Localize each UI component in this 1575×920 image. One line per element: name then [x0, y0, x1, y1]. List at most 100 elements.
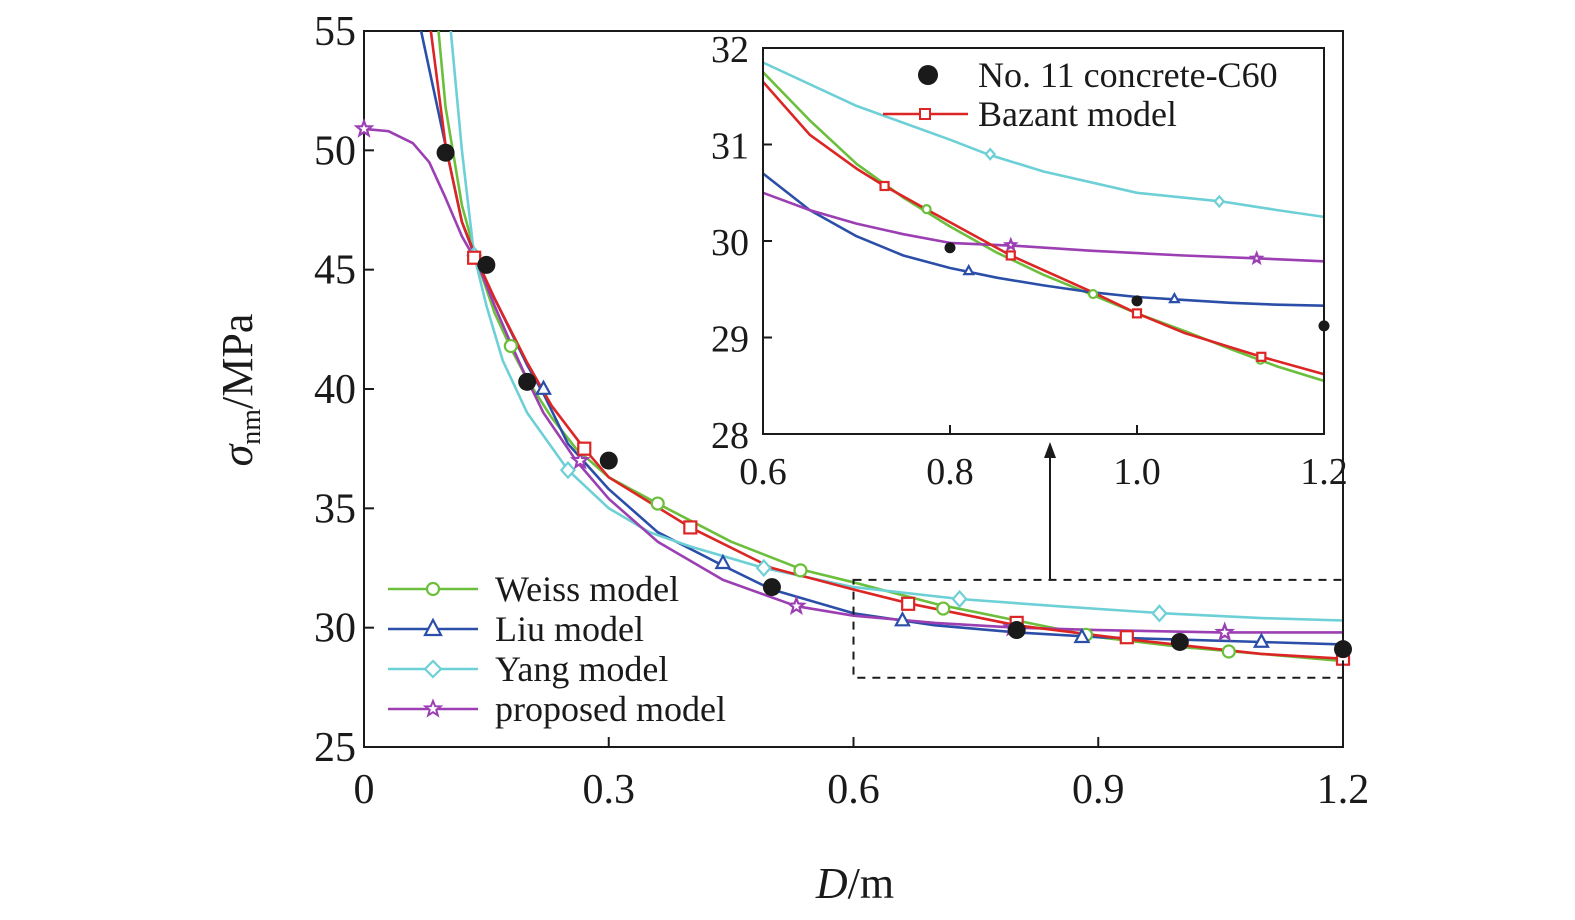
marker-liu-model — [535, 379, 552, 395]
inset-experimental-point — [944, 242, 956, 254]
inset-ticks-layer: 0.6 0.8 1.0 1.2 28 29 30 31 32 — [711, 29, 1348, 493]
y-axis-title-symbol: σ — [213, 442, 262, 466]
experimental-point — [1007, 621, 1026, 640]
series-line-yang-model — [449, 31, 1343, 622]
main-legend: Weiss model Liu model Yang model propose… — [388, 569, 726, 729]
y-tick-label: 45 — [314, 248, 356, 294]
inset-legend-label-bazant: Bazant model — [978, 94, 1177, 134]
experimental-point — [599, 451, 618, 470]
marker-weiss-model — [503, 338, 518, 354]
y-axis-title: σnm/MPa — [213, 314, 267, 467]
inset-series-line-bazant-model — [763, 80, 1324, 376]
inset-x-tick-label: 0.6 — [739, 451, 787, 493]
legend-marker-yang — [423, 659, 443, 679]
inset-series-line-weiss-model — [763, 70, 1324, 383]
inset-series-line-yang-model — [763, 61, 1324, 219]
marker-yang-model — [1151, 604, 1168, 623]
inset-series-line-proposed-model — [763, 191, 1324, 263]
inset-y-tick-label: 32 — [711, 29, 749, 71]
marker-weiss-model — [936, 601, 951, 616]
y-tick-label: 30 — [314, 606, 356, 652]
legend-label-liu: Liu model — [495, 609, 644, 649]
inset-legend-marker-experimental — [918, 65, 938, 85]
inset-marker-yang-model — [1213, 194, 1226, 209]
inset-legend-label-experimental: No. 11 concrete-C60 — [978, 55, 1278, 95]
y-tick-label: 55 — [314, 9, 356, 55]
inset-marker-yang-model — [984, 147, 997, 161]
x-axis-title-symbol: D — [815, 859, 848, 908]
marker-yang-model — [951, 589, 968, 609]
inset-y-tick-label: 29 — [711, 319, 749, 361]
inset-marker-proposed-model — [1002, 236, 1019, 252]
main-ticks-layer: 0 0.3 0.6 0.9 1.2 25 30 35 40 45 50 55 — [314, 9, 1369, 813]
inset-x-tick-label: 1.2 — [1300, 451, 1348, 493]
x-tick-label: 0.6 — [827, 767, 880, 813]
inset-series-layer — [763, 61, 1324, 383]
inset-series-line-liu-model — [763, 172, 1324, 307]
inset-x-tick-label: 0.8 — [926, 451, 974, 493]
marker-liu-model — [714, 553, 732, 570]
marker-bazant-model — [683, 520, 698, 535]
legend-label-yang: Yang model — [495, 649, 668, 689]
inset-marker-bazant-model — [1256, 351, 1267, 362]
inset-marker-bazant-model — [1131, 308, 1143, 319]
inset-x-tick-label: 1.0 — [1113, 451, 1161, 493]
inset-y-tick-label: 31 — [711, 126, 749, 168]
y-tick-label: 50 — [314, 128, 356, 174]
inset-marker-weiss-model — [921, 204, 932, 215]
main-markers-layer — [353, 117, 1352, 666]
inset-legend: No. 11 concrete-C60 Bazant model — [883, 55, 1278, 134]
marker-weiss-model — [1221, 644, 1236, 659]
inset-marker-liu-model — [1168, 291, 1181, 304]
x-axis-title-unit: /m — [848, 859, 894, 908]
experimental-point — [1170, 632, 1189, 651]
marker-proposed-model — [353, 117, 375, 138]
inset-legend-marker-bazant — [919, 108, 931, 120]
inset-y-tick-label: 30 — [711, 222, 749, 264]
inset-marker-liu-model — [962, 263, 975, 276]
inset-markers-layer — [879, 147, 1330, 365]
legend-marker-proposed — [422, 698, 444, 718]
marker-bazant-model — [577, 441, 592, 456]
inset-marker-proposed-model — [1248, 250, 1265, 266]
experimental-point — [436, 143, 455, 162]
y-tick-label: 35 — [314, 486, 356, 532]
marker-proposed-model — [1214, 621, 1236, 642]
series-line-proposed-model — [364, 127, 1343, 634]
marker-bazant-model — [901, 596, 916, 611]
legend-marker-liu — [423, 617, 443, 637]
x-tick-label: 1.2 — [1317, 767, 1370, 813]
y-axis-title-unit: /MPa — [213, 314, 262, 409]
x-tick-label: 0 — [354, 767, 375, 813]
y-tick-label: 40 — [314, 367, 356, 413]
inset-background — [763, 48, 1324, 434]
zoom-arrow-head — [1044, 442, 1056, 458]
marker-liu-model — [1252, 632, 1270, 648]
inset-y-tick-label: 28 — [711, 415, 749, 457]
inset-marker-weiss-model — [1087, 288, 1099, 300]
legend-label-weiss: Weiss model — [495, 569, 679, 609]
marker-proposed-model — [569, 449, 591, 470]
marker-weiss-model — [650, 496, 665, 511]
legend-label-proposed: proposed model — [495, 689, 726, 729]
x-axis-title: D/m — [815, 859, 894, 908]
legend-marker-weiss — [425, 581, 441, 597]
experimental-point — [518, 372, 537, 391]
inset-experimental-point — [1131, 295, 1143, 307]
inset-marker-bazant-model — [1005, 250, 1016, 261]
zoom-region-box — [852, 578, 1344, 679]
marker-proposed-model — [786, 595, 807, 616]
y-axis-title-subscript: nm — [236, 409, 267, 445]
x-tick-label: 0.3 — [583, 767, 636, 813]
experimental-point — [762, 578, 781, 597]
marker-yang-model — [559, 460, 577, 480]
experimental-point — [477, 255, 496, 274]
marker-liu-model — [1073, 627, 1091, 644]
marker-bazant-model — [467, 250, 482, 265]
y-tick-label: 25 — [314, 725, 356, 771]
inset-marker-bazant-model — [879, 180, 890, 192]
marker-weiss-model — [793, 563, 808, 578]
x-tick-label: 0.9 — [1072, 767, 1125, 813]
marker-liu-model — [893, 611, 911, 627]
